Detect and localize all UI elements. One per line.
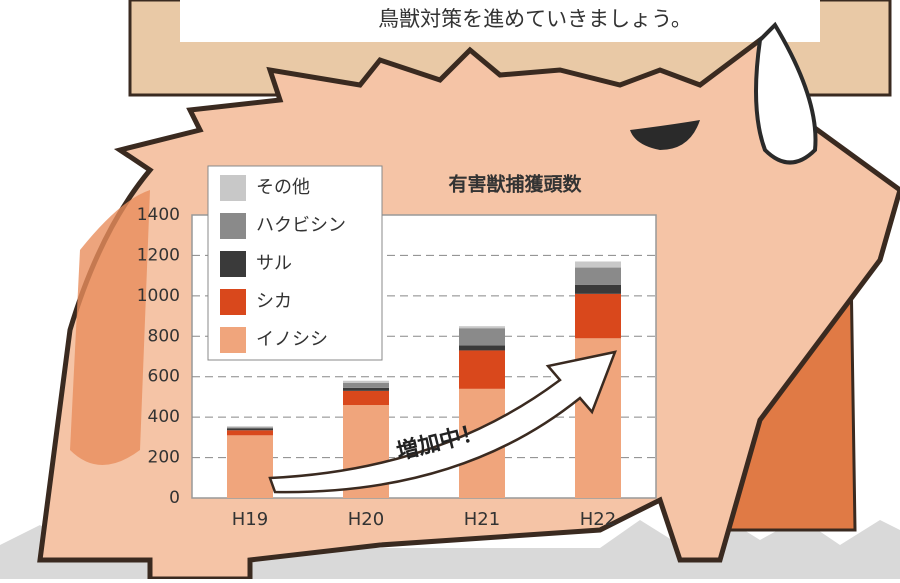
- y-tick-label: 800: [148, 326, 180, 346]
- legend-label: イノシシ: [256, 329, 328, 350]
- bar-segment: [575, 294, 621, 338]
- y-tick-label: 1200: [137, 245, 180, 265]
- bar-segment: [459, 350, 505, 388]
- bar-segment: [227, 426, 273, 427]
- bar-segment: [227, 430, 273, 435]
- x-tick-label: H22: [580, 509, 616, 530]
- legend: イノシシ シカ サル ハクビシン その他: [208, 166, 382, 360]
- bar-segment: [227, 428, 273, 430]
- bar-segment: [459, 326, 505, 328]
- legend-label: ハクビシン: [256, 215, 346, 236]
- bar-segment: [227, 435, 273, 498]
- legend-swatch: [220, 289, 246, 315]
- bar-segment: [459, 328, 505, 345]
- chart-title: 有害獣捕獲頭数: [448, 173, 582, 196]
- bar-segment: [343, 381, 389, 383]
- bar-segment: [343, 383, 389, 388]
- x-tick-label: H21: [464, 509, 500, 530]
- bar-segment: [343, 391, 389, 405]
- legend-label: その他: [256, 177, 310, 198]
- bar-segment: [227, 427, 273, 428]
- legend-swatch: [220, 251, 246, 277]
- bar-segment: [575, 261, 621, 267]
- y-tick-label: 1400: [137, 205, 180, 225]
- legend-swatch: [220, 175, 246, 201]
- x-tick-label: H20: [348, 509, 384, 530]
- bar-segment: [343, 388, 389, 391]
- y-tick-label: 200: [148, 448, 180, 468]
- legend-swatch: [220, 213, 246, 239]
- x-tick-label: H19: [232, 509, 268, 530]
- y-tick-label: 400: [148, 407, 180, 427]
- bar-segment: [575, 268, 621, 285]
- y-tick-label: 1000: [137, 286, 180, 306]
- scene: 鳥獣対策を進めていきましょう。 有害獣捕獲頭数 0 200 400 600 800 100…: [0, 0, 900, 579]
- legend-swatch: [220, 327, 246, 353]
- y-tick-label: 0: [169, 488, 180, 508]
- legend-label: シカ: [256, 291, 292, 312]
- banner-text: 鳥獣対策を進めていきましょう。: [378, 7, 692, 31]
- bar-segment: [459, 345, 505, 350]
- bar-segment: [575, 285, 621, 294]
- y-tick-label: 600: [148, 367, 180, 387]
- legend-label: サル: [256, 253, 292, 274]
